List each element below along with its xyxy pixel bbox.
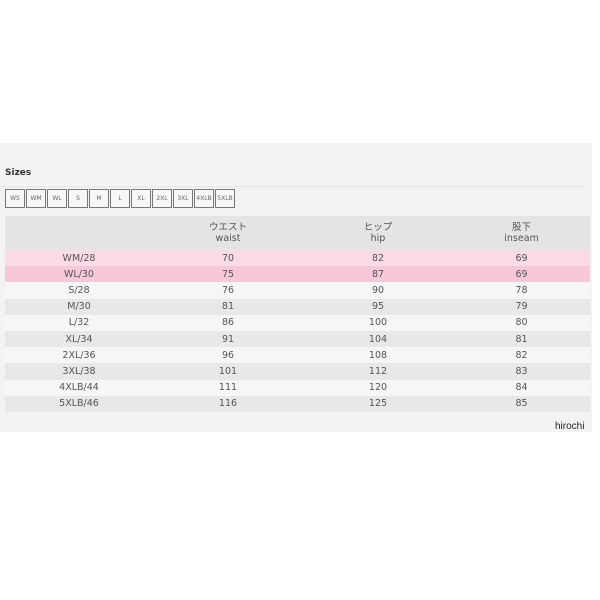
table-cell: 108 [368,349,388,361]
header-en: inseam [504,233,539,244]
table-row: L/32 86 100 80 [5,314,590,331]
size-button[interactable]: M [89,189,109,208]
table-row: M/30 81 95 79 [5,298,590,315]
divider [0,186,585,187]
table-cell: 80 [515,317,528,329]
size-button[interactable]: WM [26,189,46,208]
table-cell: 100 [368,317,388,329]
table-cell: 104 [368,333,388,345]
size-button[interactable]: WS [5,189,25,208]
table-row: 5XLB/46 116 125 85 [5,395,590,412]
header-en: waist [215,233,241,244]
table-cell: 78 [515,284,528,296]
table-cell: 84 [515,382,528,394]
table-cell: L/32 [68,317,90,329]
header-jp: ヒップ [363,222,393,233]
table-cell: 112 [368,365,388,377]
table-cell: 101 [218,365,238,377]
table-cell: 75 [221,268,235,280]
table-cell: 120 [368,382,388,394]
table-row: WL/30 75 87 69 [5,266,590,283]
table-cell: XL/34 [65,333,93,345]
table-cell: WL/30 [64,268,94,280]
table-cell: 111 [218,382,238,394]
table-cell: 70 [221,252,235,264]
table-cell: 76 [221,284,235,296]
table-row: 2XL/36 96 108 82 [5,347,590,364]
table-cell: 3XL/38 [62,365,96,377]
size-button[interactable]: L [110,189,130,208]
table-cell: 83 [515,365,528,377]
table-cell: 85 [515,398,528,410]
header-inseam: 股下 inseam [453,222,590,244]
size-chart-panel: Sizes WS WM WL S M L XL 2XL 3XL 4XLB 5XLB ウエスト wais… [0,143,592,432]
size-button[interactable]: 5XLB [215,189,235,208]
table-cell: 4XLB/44 [59,382,99,394]
table-cell: 81 [515,333,528,345]
table-cell: 95 [371,301,385,313]
size-button[interactable]: 4XLB [194,189,214,208]
table-row: XL/34 91 104 81 [5,330,590,348]
table-header: ウエスト waist ヒップ hip 股下 inseam [5,216,590,250]
size-button[interactable]: 2XL [152,189,172,208]
header-jp: ウエスト [208,222,247,233]
table-cell: 90 [371,284,385,296]
table-cell: 5XLB/46 [59,398,99,410]
table-row: 4XLB/44 111 120 84 [5,379,590,396]
table-cell: 2XL/36 [62,349,96,361]
table-cell: 86 [221,317,235,329]
table-row: 3XL/38 101 112 83 [5,363,590,380]
table-cell: 79 [515,301,528,313]
size-button[interactable]: XL [131,189,151,208]
header-hip: ヒップ hip [303,222,453,244]
table-cell: M/30 [67,301,91,313]
size-selector: WS WM WL S M L XL 2XL 3XL 4XLB 5XLB [5,189,235,208]
header-waist: ウエスト waist [153,222,303,244]
table-cell: 116 [218,398,238,410]
table-cell: 82 [371,252,385,264]
table-row: S/28 76 90 78 [5,282,590,299]
size-button[interactable]: WL [47,189,67,208]
header-en: hip [370,233,386,244]
table-cell: S/28 [68,284,90,296]
table-cell: 87 [371,268,385,280]
table-cell: 69 [515,252,528,264]
size-button[interactable]: S [68,189,88,208]
table-cell: WM/28 [62,252,96,264]
watermark: hirochi [555,421,585,432]
table-cell: 81 [221,301,235,313]
table-cell: 125 [368,398,388,410]
table-cell: 82 [515,349,528,361]
table-row: WM/28 70 82 69 [5,250,590,267]
size-button[interactable]: 3XL [173,189,193,208]
table-cell: 91 [221,333,235,345]
header-jp: 股下 [511,222,531,233]
size-table: ウエスト waist ヒップ hip 股下 inseam WM/28 70 82 69 WL/… [5,216,590,412]
section-title: Sizes [5,168,32,178]
table-cell: 69 [515,268,528,280]
table-cell: 96 [221,349,235,361]
